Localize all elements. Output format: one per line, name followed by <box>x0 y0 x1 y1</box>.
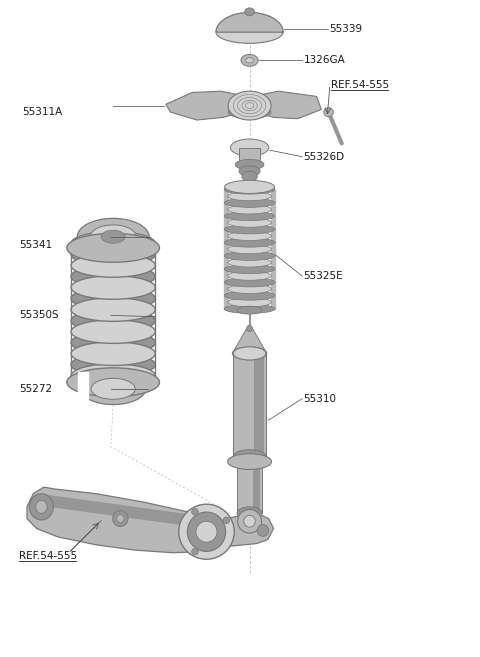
Text: 55310: 55310 <box>304 394 336 403</box>
Ellipse shape <box>224 198 275 208</box>
Ellipse shape <box>90 225 136 248</box>
Ellipse shape <box>71 353 156 376</box>
Ellipse shape <box>228 192 272 201</box>
Ellipse shape <box>228 298 272 307</box>
Ellipse shape <box>71 298 156 321</box>
Text: 55326D: 55326D <box>304 152 345 162</box>
Text: 55272: 55272 <box>19 384 52 394</box>
Polygon shape <box>216 12 283 32</box>
Ellipse shape <box>67 233 159 262</box>
Text: REF.54-555: REF.54-555 <box>19 551 77 561</box>
Ellipse shape <box>71 320 156 344</box>
Ellipse shape <box>244 515 255 527</box>
Ellipse shape <box>228 218 272 227</box>
Ellipse shape <box>192 509 198 515</box>
Ellipse shape <box>257 524 269 536</box>
Ellipse shape <box>67 368 159 397</box>
Ellipse shape <box>179 504 234 559</box>
Ellipse shape <box>233 347 266 360</box>
Text: 1326GA: 1326GA <box>304 55 346 64</box>
Text: 55325E: 55325E <box>304 271 343 281</box>
Polygon shape <box>237 463 262 513</box>
Polygon shape <box>166 91 322 120</box>
Ellipse shape <box>224 265 275 274</box>
Ellipse shape <box>224 278 275 287</box>
Ellipse shape <box>224 304 275 313</box>
Ellipse shape <box>246 58 253 63</box>
Polygon shape <box>232 328 267 353</box>
Ellipse shape <box>242 171 257 181</box>
Ellipse shape <box>117 514 124 522</box>
Text: REF.54-555: REF.54-555 <box>331 79 389 89</box>
Ellipse shape <box>241 55 258 66</box>
Ellipse shape <box>235 160 264 170</box>
Ellipse shape <box>71 331 156 354</box>
Ellipse shape <box>238 509 262 533</box>
Polygon shape <box>39 493 206 528</box>
Ellipse shape <box>192 549 198 555</box>
Text: 55339: 55339 <box>329 24 362 34</box>
Ellipse shape <box>237 507 262 520</box>
Ellipse shape <box>71 265 156 288</box>
Polygon shape <box>254 353 264 457</box>
Ellipse shape <box>228 244 272 254</box>
Ellipse shape <box>29 493 53 520</box>
Ellipse shape <box>324 108 333 117</box>
Ellipse shape <box>71 342 156 365</box>
Ellipse shape <box>216 21 283 43</box>
Ellipse shape <box>36 500 47 513</box>
Ellipse shape <box>228 258 272 267</box>
Ellipse shape <box>71 254 156 277</box>
Ellipse shape <box>237 306 262 314</box>
Ellipse shape <box>228 454 272 470</box>
Ellipse shape <box>228 205 272 214</box>
Ellipse shape <box>224 212 275 221</box>
Ellipse shape <box>230 139 269 156</box>
Ellipse shape <box>228 284 272 294</box>
Ellipse shape <box>71 276 156 300</box>
Ellipse shape <box>196 521 217 542</box>
Text: 55311A: 55311A <box>22 107 62 117</box>
Ellipse shape <box>228 91 271 120</box>
Ellipse shape <box>187 512 226 551</box>
Ellipse shape <box>228 106 271 119</box>
Ellipse shape <box>71 242 156 266</box>
Polygon shape <box>239 148 260 165</box>
Ellipse shape <box>101 230 125 243</box>
Ellipse shape <box>113 510 128 526</box>
Ellipse shape <box>224 185 275 194</box>
Ellipse shape <box>247 325 252 332</box>
Ellipse shape <box>239 166 260 176</box>
Ellipse shape <box>225 180 275 193</box>
Ellipse shape <box>71 309 156 332</box>
Polygon shape <box>253 463 260 513</box>
Ellipse shape <box>81 373 146 405</box>
Polygon shape <box>233 353 266 457</box>
Ellipse shape <box>233 450 266 463</box>
Ellipse shape <box>232 347 267 360</box>
Ellipse shape <box>223 517 230 524</box>
Ellipse shape <box>224 291 275 300</box>
Ellipse shape <box>245 8 254 16</box>
Ellipse shape <box>224 225 275 234</box>
Ellipse shape <box>71 364 156 388</box>
Ellipse shape <box>71 286 156 310</box>
Polygon shape <box>27 487 274 553</box>
Ellipse shape <box>224 238 275 247</box>
Ellipse shape <box>224 251 275 260</box>
Ellipse shape <box>228 231 272 240</box>
Ellipse shape <box>91 378 135 399</box>
Text: 55341: 55341 <box>19 240 52 250</box>
Ellipse shape <box>71 231 156 255</box>
Ellipse shape <box>77 218 149 255</box>
Ellipse shape <box>228 271 272 281</box>
Text: 55350S: 55350S <box>19 310 59 321</box>
